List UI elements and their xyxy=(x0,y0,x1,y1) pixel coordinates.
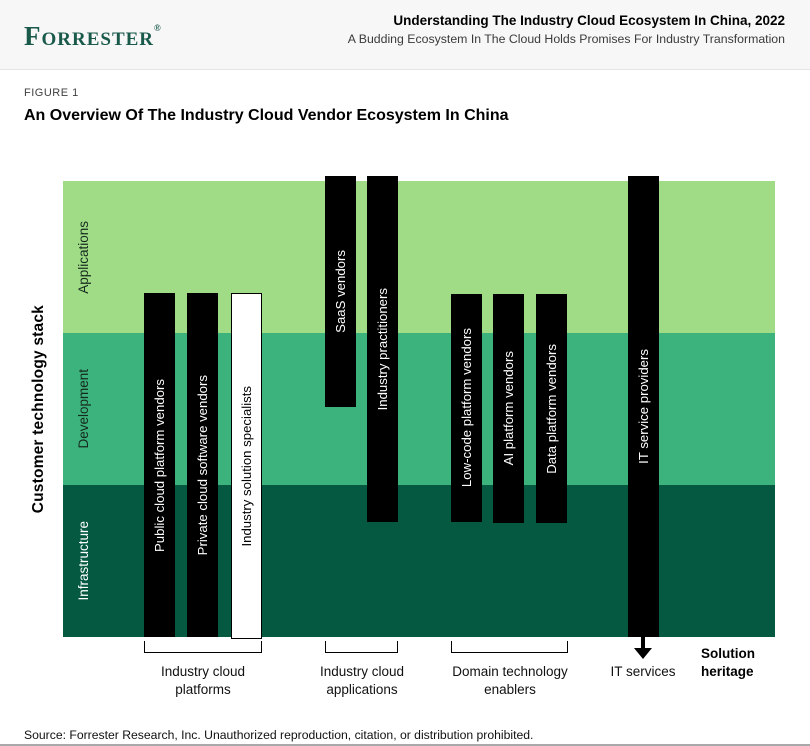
bar-label: SaaS vendors xyxy=(333,250,348,333)
report-header: Forrester® Understanding The Industry Cl… xyxy=(0,0,810,70)
bar-label: IT service providers xyxy=(636,349,651,464)
bar-ai-platform-vendors: AI platform vendors xyxy=(493,294,524,523)
group-label-line: applications xyxy=(326,681,398,697)
solution-heritage-line: heritage xyxy=(701,663,754,679)
solution-heritage-line: Solution xyxy=(701,646,755,661)
band-label-applications-text: Applications xyxy=(75,220,91,294)
bar-label: Low-code platform vendors xyxy=(459,328,474,488)
bar-label: Public cloud platform vendors xyxy=(152,378,167,552)
group-label-line: Industry cloud xyxy=(319,664,405,679)
bar-industry-practitioners: Industry practitioners xyxy=(367,176,398,522)
bar-label: Private cloud software vendors xyxy=(195,374,210,556)
forrester-logo: Forrester® xyxy=(24,21,161,52)
figure-title: An Overview Of The Industry Cloud Vendor… xyxy=(24,107,509,124)
down-arrow-icon xyxy=(634,648,652,659)
bar-label: AI platform vendors xyxy=(501,351,516,466)
bar-private-cloud-software-vendors: Private cloud software vendors xyxy=(187,293,218,637)
bracket-industry-cloud-applications xyxy=(325,641,398,653)
group-label-it-services: IT services xyxy=(583,663,703,681)
bar-it-service-providers: IT service providers xyxy=(628,176,659,637)
band-label-infrastructure: Infrastructure xyxy=(64,485,102,637)
solution-heritage-label: Solution heritage xyxy=(701,645,755,680)
bar-data-platform-vendors: Data platform vendors xyxy=(536,294,567,523)
registered-mark: ® xyxy=(154,23,161,33)
band-label-infrastructure-text: Infrastructure xyxy=(75,521,91,601)
bar-public-cloud-platform-vendors: Public cloud platform vendors xyxy=(144,293,175,637)
report-subtitle: A Budding Ecosystem In The Cloud Holds P… xyxy=(347,32,785,46)
bracket-domain-technology-enablers xyxy=(451,641,568,653)
bottom-divider xyxy=(0,744,810,746)
bar-low-code-platform-vendors: Low-code platform vendors xyxy=(451,294,482,522)
down-arrow-icon xyxy=(641,637,645,649)
band-label-development-text: Development xyxy=(75,369,91,449)
bar-label: Industry solution specialists xyxy=(239,385,254,547)
bar-label: Data platform vendors xyxy=(544,343,559,474)
bar-industry-solution-specialists: Industry solution specialists xyxy=(231,293,262,639)
report-title: Understanding The Industry Cloud Ecosyst… xyxy=(393,13,785,28)
group-label-line: IT services xyxy=(610,664,676,679)
group-label-line: platforms xyxy=(175,681,231,697)
bar-label: Industry practitioners xyxy=(375,287,390,411)
group-label-line: Industry cloud xyxy=(160,664,246,679)
bracket-industry-cloud-platforms xyxy=(144,641,262,653)
group-label-line: Domain technology xyxy=(452,664,568,679)
band-label-applications: Applications xyxy=(64,181,102,333)
stack-axis: Customer technology stack xyxy=(20,181,58,637)
source-attribution: Source: Forrester Research, Inc. Unautho… xyxy=(24,728,534,742)
group-label-industry-cloud-applications: Industry cloud applications xyxy=(292,663,432,698)
bar-saas-vendors: SaaS vendors xyxy=(325,176,356,407)
group-label-industry-cloud-platforms: Industry cloud platforms xyxy=(133,663,273,698)
group-label-line: enablers xyxy=(484,681,536,697)
band-label-development: Development xyxy=(64,333,102,485)
stack-axis-label: Customer technology stack xyxy=(30,304,47,514)
figure-label: FIGURE 1 xyxy=(24,87,79,99)
group-label-domain-technology-enablers: Domain technology enablers xyxy=(435,663,585,698)
forrester-logo-text: Forrester xyxy=(24,21,155,51)
header-titles: Understanding The Industry Cloud Ecosyst… xyxy=(348,13,785,46)
